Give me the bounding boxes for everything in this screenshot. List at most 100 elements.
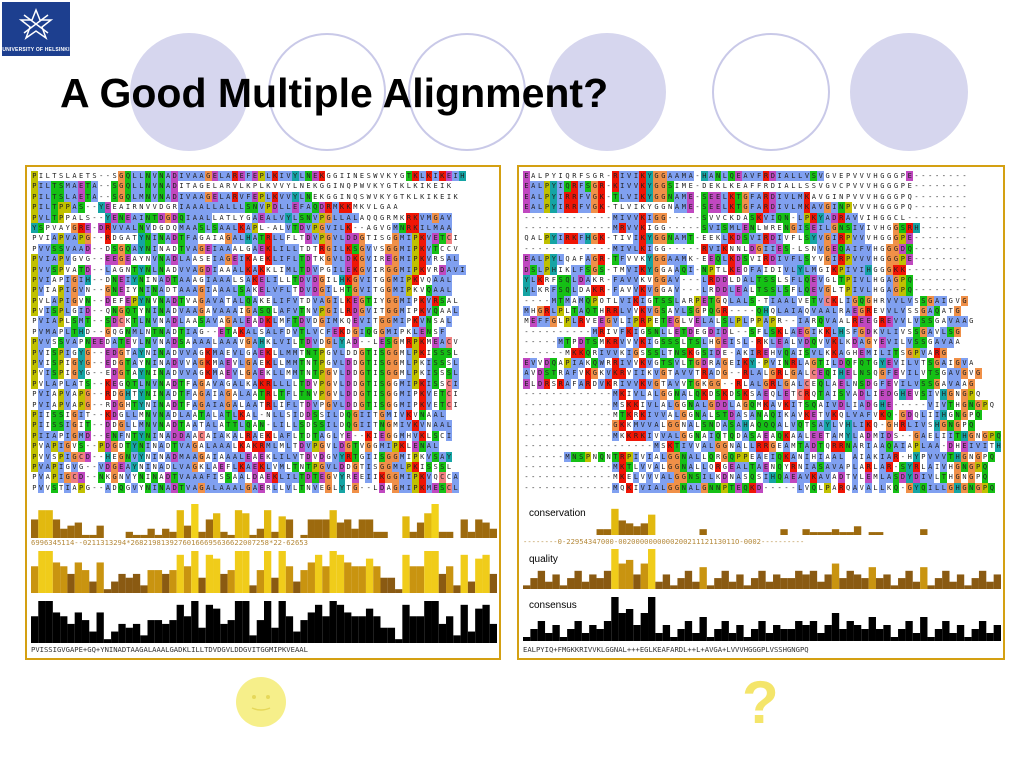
university-seal-icon: [18, 7, 54, 40]
right-conservation-histogram: [523, 503, 1001, 535]
left-consensus-bar: [467, 631, 476, 643]
right-quality-bar: [581, 581, 590, 589]
left-conservation-bar: [45, 510, 53, 538]
left-quality-bar: [446, 566, 454, 593]
left-conservation-bar: [307, 519, 315, 538]
left-quality-bar: [300, 570, 308, 593]
left-conservation-bar: [162, 528, 170, 538]
right-quality-bar: [758, 570, 766, 589]
left-quality-bar: [329, 551, 337, 593]
right-quality-bar: [986, 581, 994, 589]
right-consensus-bar: [773, 625, 781, 641]
right-quality-bar: [677, 578, 685, 589]
left-conservation-bar: [446, 531, 454, 538]
left-quality-bar: [198, 577, 206, 593]
left-conservation-bar: [402, 516, 410, 538]
left-consensus-bar: [373, 616, 381, 643]
left-quality-bar: [409, 566, 417, 593]
right-consensus-bar: [831, 613, 840, 641]
left-conservation-bar: [489, 528, 497, 538]
right-quality-bar: [964, 585, 972, 589]
left-consensus-bar: [314, 604, 323, 643]
left-quality-bar: [322, 566, 330, 593]
right-quality-bar: [809, 570, 818, 589]
right-quality-bar: [692, 581, 700, 589]
right-consensus-bar: [964, 637, 972, 641]
right-quality-bar: [920, 567, 928, 589]
left-conservation-bar: [271, 531, 279, 538]
right-conservation-bar: [625, 523, 634, 535]
right-consensus-bar: [883, 625, 891, 641]
left-quality-bar: [234, 551, 243, 593]
left-consensus-bar: [365, 608, 374, 643]
left-consensus-bar: [438, 623, 447, 643]
left-quality-bar: [162, 573, 170, 593]
right-conservation-bar: [846, 532, 854, 535]
right-quality-bar: [618, 563, 626, 589]
right-quality-bar: [721, 570, 729, 589]
left-consensus-bar: [264, 601, 272, 643]
left-conservation-bar: [125, 531, 133, 538]
right-consensus-bar: [736, 625, 744, 641]
right-quality-bar: [743, 585, 751, 589]
left-consensus-bar: [147, 620, 155, 643]
left-conservation-bar: [176, 510, 184, 538]
right-quality-bar: [905, 570, 913, 589]
smiley-face-icon: [235, 676, 287, 733]
left-conservation-bar: [242, 513, 250, 538]
left-conservation-bar: [31, 519, 39, 538]
right-consensus-bar: [655, 633, 663, 641]
left-quality-bar: [118, 573, 126, 593]
right-quality-bar: [868, 567, 876, 589]
right-quality-bar: [949, 581, 957, 589]
right-conservation-bar: [868, 532, 876, 535]
left-consensus-bar: [176, 604, 184, 643]
left-consensus-bar: [307, 612, 315, 643]
right-quality-bar: [670, 585, 678, 589]
left-quality-bar: [176, 554, 184, 593]
left-quality-bar: [482, 554, 490, 593]
right-consensus-bar: [817, 633, 825, 641]
right-conservation-bar: [824, 532, 832, 535]
right-consensus-bar: [670, 637, 678, 641]
left-consensus-bar: [74, 612, 82, 643]
right-consensus-bar: [971, 629, 979, 641]
left-conservation-bar: [380, 531, 388, 538]
left-conservation-bar: [74, 522, 82, 538]
right-consensus-bar: [949, 633, 957, 641]
left-conservation-bar: [482, 522, 490, 538]
right-consensus-bar: [523, 637, 531, 641]
right-consensus-bar: [684, 621, 693, 641]
left-conservation-bar: [256, 528, 264, 538]
left-consensus-bar: [31, 616, 39, 643]
left-consensus-bar: [234, 601, 243, 643]
right-consensus-bar: [927, 637, 935, 641]
right-quality-bar: [817, 581, 825, 589]
left-quality-bar: [125, 577, 133, 593]
left-consensus-bar: [344, 612, 352, 643]
left-conservation-bar: [314, 519, 323, 538]
left-consensus-bar: [111, 631, 119, 643]
right-conservation-bar: [648, 514, 656, 535]
left-quality-bar: [213, 558, 221, 593]
logo-text: UNIVERSITY OF HELSINKI: [2, 47, 70, 53]
left-quality-bar: [387, 577, 396, 593]
right-consensus-sequence: EALPYIQ+FMGKKRIVVKLGGNAL+++EGLKEAFARDL++…: [523, 645, 809, 654]
right-quality-bar: [567, 578, 575, 589]
